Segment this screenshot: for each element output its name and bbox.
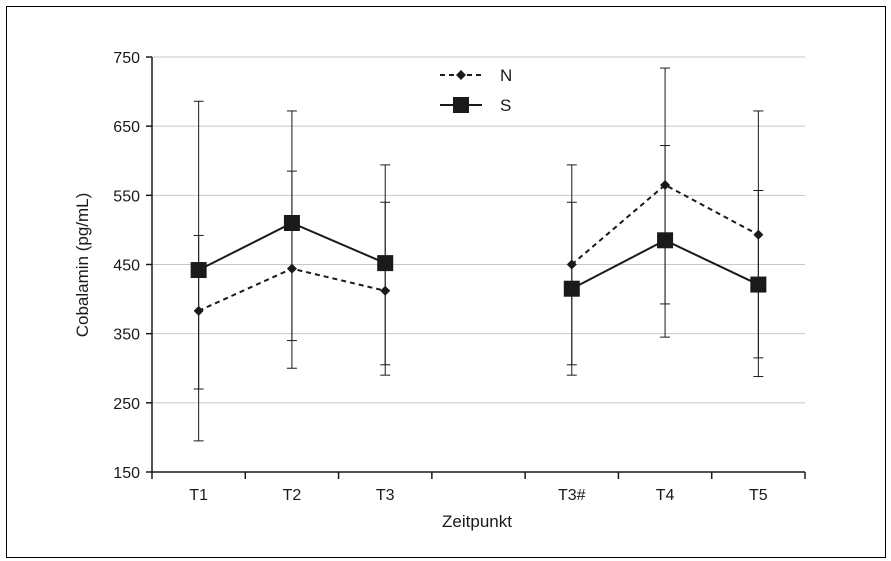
y-tick-label: 150 — [113, 465, 140, 482]
series-n-point — [193, 305, 204, 316]
x-axis-label: Zeitpunkt — [442, 512, 512, 531]
legend-marker-n — [456, 70, 466, 80]
x-tick-label: T1 — [189, 487, 208, 504]
x-tick-label: T3# — [558, 487, 586, 504]
series-lines — [198, 183, 759, 312]
y-tick-label: 650 — [113, 119, 140, 136]
gridlines — [152, 56, 805, 404]
series-n-line — [571, 183, 759, 266]
series-n-point — [380, 285, 391, 296]
series-s-point — [283, 215, 300, 231]
chart-frame — [6, 6, 886, 558]
legend-label-s: S — [500, 96, 511, 115]
series-s-point — [377, 255, 394, 272]
series-s-point — [750, 276, 767, 293]
legend: N S — [440, 66, 512, 115]
series-n-point — [286, 263, 297, 274]
y-tick-label: 250 — [113, 396, 140, 413]
series-n-point — [566, 259, 577, 270]
y-tick-label: 550 — [113, 188, 140, 205]
y-tick-label: 350 — [113, 327, 140, 344]
y-tick-label: 450 — [113, 258, 140, 275]
series-n-point — [753, 229, 764, 240]
x-tick-label: T5 — [749, 487, 768, 504]
x-tick-label: T2 — [283, 487, 302, 504]
x-tick-label: T3 — [376, 487, 395, 504]
series-markers — [190, 179, 767, 316]
axes: 150 250 350 450 550 650 750 T1 T2 T3 T3# T4 T5 — [113, 50, 806, 504]
series-s-point — [190, 262, 207, 279]
legend-marker-s — [453, 97, 469, 113]
y-axis-label: Cobalamin (pg/mL) — [73, 193, 92, 338]
y-tick-label: 750 — [113, 50, 140, 67]
series-s-point — [657, 232, 674, 249]
x-tick-label: T4 — [656, 487, 675, 504]
legend-label-n: N — [500, 66, 512, 85]
series-n-point — [660, 179, 671, 190]
error-bars — [193, 67, 764, 442]
series-s-point — [563, 280, 580, 297]
